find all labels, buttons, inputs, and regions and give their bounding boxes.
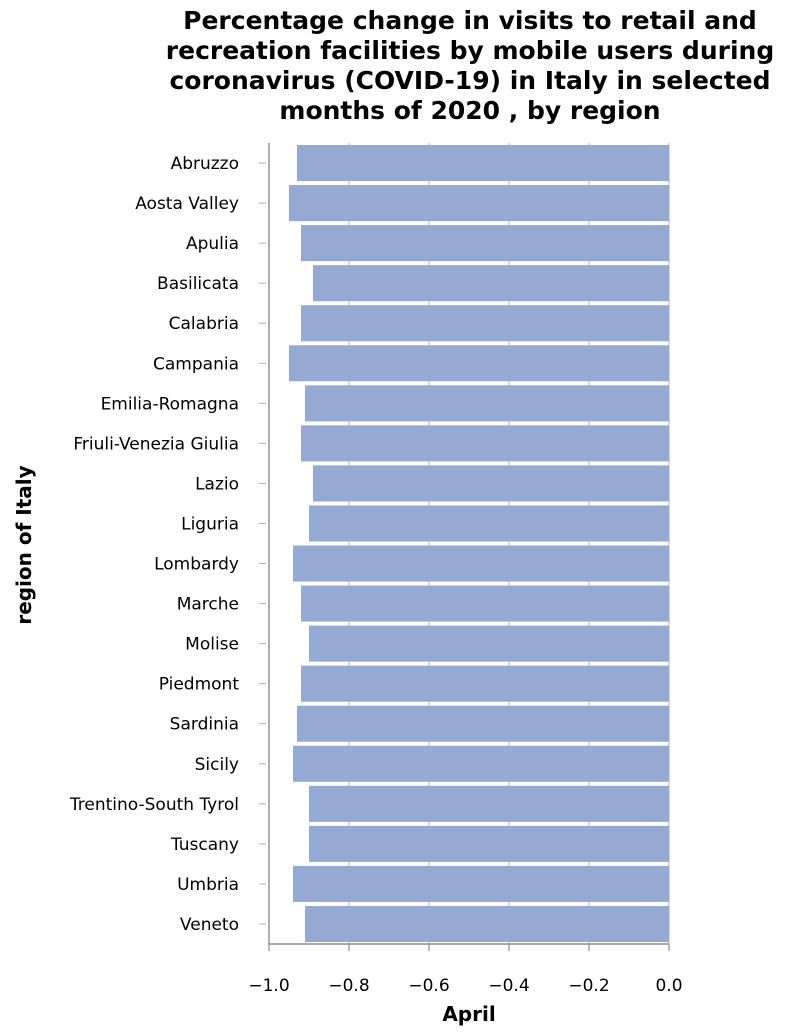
bar-apulia — [301, 225, 669, 262]
y-tick-label: Veneto — [180, 915, 239, 935]
y-tick-label: Liguria — [181, 514, 239, 534]
chart-title: Percentage change in visits to retail an… — [165, 6, 775, 125]
bars — [289, 145, 669, 942]
y-tick-label: Aosta Valley — [135, 194, 239, 214]
bar-calabria — [301, 305, 669, 342]
y-tick-label: Marche — [177, 595, 239, 615]
bar-basilicata — [313, 265, 669, 302]
bar-abruzzo — [297, 145, 669, 182]
bar-molise — [309, 625, 669, 662]
y-tick-label: Molise — [185, 635, 239, 655]
x-tick-label: −0.4 — [488, 976, 529, 996]
bar-piedmont — [301, 665, 669, 702]
y-tick-label: Emilia-Romagna — [101, 394, 239, 414]
bar-umbria — [293, 865, 669, 902]
x-tick-label: 0.0 — [655, 976, 682, 996]
x-tick-label: −1.0 — [248, 976, 289, 996]
bar-liguria — [309, 505, 669, 542]
y-tick-label: Lombardy — [154, 555, 239, 575]
x-tick-label: −0.8 — [328, 976, 369, 996]
tick-labels: Abruzzo Aosta Valley Apulia Basilicata Calab… — [69, 154, 683, 996]
bar-trentino-south-tyrol — [309, 785, 669, 822]
x-tick-label: −0.2 — [568, 976, 609, 996]
y-tick-label: Basilicata — [157, 274, 239, 294]
bar-marche — [301, 585, 669, 622]
y-tick-label: Lazio — [195, 474, 239, 494]
y-tick-label: Friuli-Venezia Giulia — [73, 434, 239, 454]
y-tick-label: Sicily — [195, 755, 239, 775]
bar-lazio — [313, 465, 669, 502]
bar-sardinia — [297, 705, 669, 742]
y-tick-label: Piedmont — [159, 675, 240, 695]
y-tick-label: Umbria — [177, 875, 239, 895]
bar-friuli-venezia-giulia — [301, 425, 669, 462]
y-tick-label: Tuscany — [170, 835, 239, 855]
y-tick-label: Campania — [153, 354, 239, 374]
bar-veneto — [305, 905, 669, 942]
y-tick-label: Apulia — [186, 234, 239, 254]
bar-lombardy — [293, 545, 669, 582]
y-tick-label: Abruzzo — [171, 154, 239, 174]
bar-sicily — [293, 745, 669, 782]
bar-aosta-valley — [289, 185, 669, 222]
y-tick-label: Trentino-South Tyrol — [69, 795, 239, 815]
bar-campania — [289, 345, 669, 382]
y-tick-label: Sardinia — [170, 715, 239, 735]
grid-lines — [268, 143, 670, 944]
x-tick-label: −0.6 — [408, 976, 449, 996]
y-tick-label: Calabria — [169, 314, 239, 334]
axes — [259, 143, 670, 951]
bar-tuscany — [309, 825, 669, 862]
x-axis-title: April — [442, 1002, 495, 1026]
bar-emilia-romagna — [305, 385, 669, 422]
y-axis-title: region of Italy — [12, 465, 36, 624]
